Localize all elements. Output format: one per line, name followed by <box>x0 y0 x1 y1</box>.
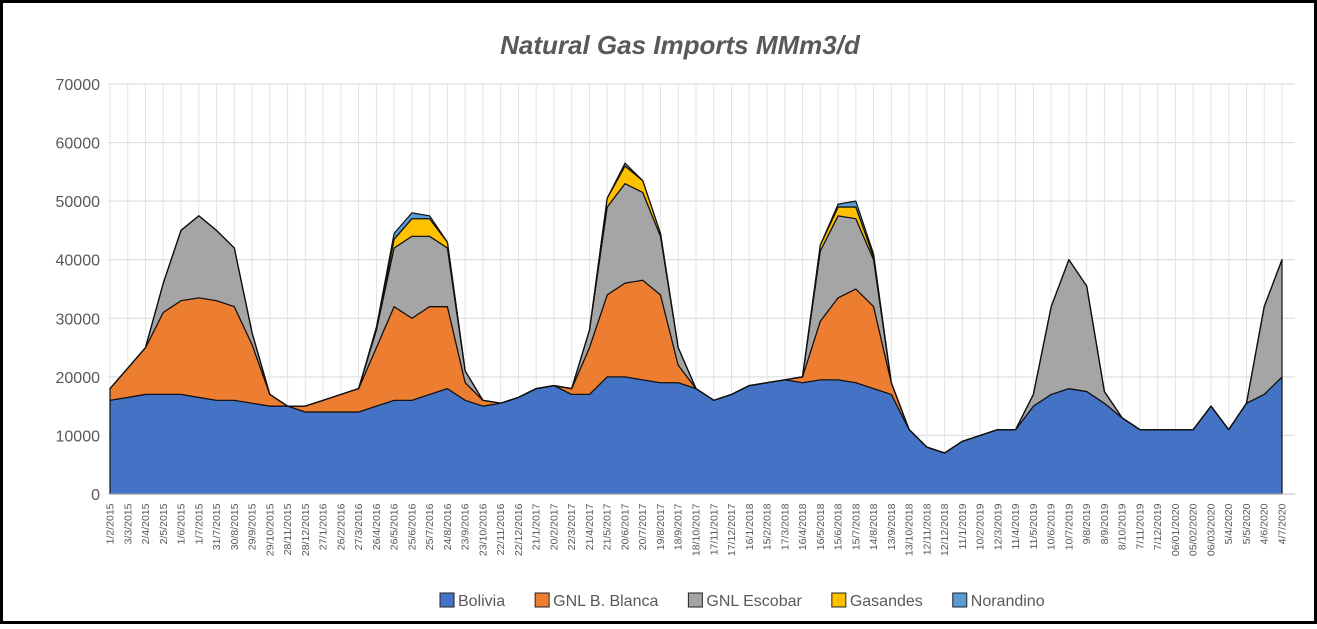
y-tick-label: 10000 <box>56 428 101 445</box>
x-tick-label: 10/6/2019 <box>1046 503 1058 550</box>
x-tick-label: 24/8/2016 <box>442 503 454 550</box>
legend-swatch <box>831 592 847 608</box>
x-tick-label: 30/8/2015 <box>229 503 241 550</box>
x-tick-label: 8/9/2019 <box>1099 503 1111 544</box>
x-tick-label: 29/10/2015 <box>264 503 276 556</box>
x-tick-label: 22/11/2016 <box>495 503 507 555</box>
x-tick-label: 1/2/2015 <box>105 503 117 544</box>
x-tick-label: 22/12/2016 <box>513 503 525 556</box>
x-tick-label: 8/10/2019 <box>1117 503 1129 550</box>
x-tick-label: 26/2/2016 <box>335 503 347 550</box>
x-tick-label: 22/3/2017 <box>566 503 578 550</box>
x-tick-label: 28/11/2015 <box>282 503 294 555</box>
x-tick-label: 5/4/2020 <box>1223 503 1235 544</box>
x-tick-label: 20/7/2017 <box>637 503 649 550</box>
x-tick-label: 31/7/2015 <box>211 503 223 550</box>
legend-label: GNL B. Blanca <box>553 593 658 610</box>
x-tick-label: 3/3/2015 <box>122 503 134 544</box>
x-tick-label: 12/12/2018 <box>939 503 951 556</box>
legend-swatch <box>952 592 968 608</box>
area <box>109 162 1283 454</box>
x-tick-label: 2/4/2015 <box>140 503 152 544</box>
x-tick-label: 15/6/2018 <box>833 503 845 550</box>
x-tick-label: 9/8/2019 <box>1081 503 1093 544</box>
y-tick-label: 30000 <box>56 311 101 328</box>
x-tick-label: 1/7/2015 <box>193 503 205 544</box>
y-tick-label: 50000 <box>56 194 101 211</box>
x-tick-label: 23/10/2016 <box>477 503 489 556</box>
x-tick-label: 27/3/2016 <box>353 503 365 550</box>
x-tick-label: 06/03/2020 <box>1205 503 1217 556</box>
x-tick-label: 1/6/2015 <box>176 503 188 544</box>
legend-swatch <box>534 592 550 608</box>
chart-title: Natural Gas Imports MMm3/d <box>500 30 861 60</box>
x-tick-label: 28/12/2015 <box>300 503 312 556</box>
x-tick-label: 12/11/2018 <box>921 503 933 555</box>
x-tick-label: 29/9/2015 <box>247 503 259 550</box>
legend-swatch <box>439 592 455 608</box>
x-tick-label: 26/5/2016 <box>389 503 401 550</box>
x-tick-label: 17/11/2017 <box>708 503 720 555</box>
x-tick-label: 13/9/2018 <box>886 503 898 550</box>
x-tick-label: 20/6/2017 <box>619 503 631 550</box>
x-tick-label: 17/12/2017 <box>726 503 738 556</box>
x-tick-label: 16/5/2018 <box>815 503 827 550</box>
y-tick-label: 40000 <box>56 253 101 270</box>
x-tick-label: 06/01/2020 <box>1170 503 1182 556</box>
x-tick-label: 14/8/2018 <box>868 503 880 550</box>
x-tick-label: 7/12/2019 <box>1152 503 1164 550</box>
x-tick-label: 16/1/2018 <box>744 503 756 550</box>
x-tick-label: 16/4/2018 <box>797 503 809 550</box>
x-tick-label: 18/9/2017 <box>673 503 685 550</box>
x-tick-label: 21/5/2017 <box>602 503 614 550</box>
x-tick-label: 5/5/2020 <box>1241 503 1253 544</box>
legend-label: Norandino <box>971 593 1045 610</box>
y-tick-label: 70000 <box>56 77 101 94</box>
x-tick-label: 23/9/2016 <box>460 503 472 550</box>
x-tick-label: 10/2/2019 <box>975 503 987 550</box>
x-tick-label: 25/6/2016 <box>406 503 418 550</box>
x-tick-label: 20/2/2017 <box>548 503 560 550</box>
x-tick-label: 12/3/2019 <box>992 503 1004 550</box>
x-tick-label: 19/8/2017 <box>655 503 667 550</box>
x-tick-label: 21/1/2017 <box>531 503 543 550</box>
legend-swatch <box>687 592 703 608</box>
x-tick-label: 21/4/2017 <box>584 503 596 550</box>
x-tick-label: 15/2/2018 <box>762 503 774 550</box>
x-tick-label: 26/4/2016 <box>371 503 383 550</box>
x-tick-label: 15/7/2018 <box>850 503 862 550</box>
x-tick-label: 2/5/2015 <box>158 503 170 544</box>
x-tick-label: 4/6/2020 <box>1259 503 1271 544</box>
x-tick-label: 7/11/2019 <box>1134 503 1146 549</box>
y-tick-label: 20000 <box>56 370 101 387</box>
x-tick-label: 25/7/2016 <box>424 503 436 550</box>
legend-label: Gasandes <box>850 593 923 610</box>
x-tick-label: 10/7/2019 <box>1063 503 1075 550</box>
x-tick-label: 13/10/2018 <box>904 503 916 556</box>
x-tick-label: 17/3/2018 <box>779 503 791 550</box>
legend-label: Bolivia <box>458 593 505 610</box>
legend-label: GNL Escobar <box>706 593 802 610</box>
x-tick-label: 11/4/2019 <box>1010 503 1022 549</box>
x-tick-label: 27/1/2016 <box>318 503 330 550</box>
y-tick-label: 60000 <box>56 136 101 153</box>
x-tick-label: 4/7/2020 <box>1277 503 1289 544</box>
x-tick-label: 18/10/2017 <box>691 503 703 556</box>
x-tick-label: 11/5/2019 <box>1028 503 1040 549</box>
x-tick-label: 11/1/2019 <box>957 503 969 549</box>
y-tick-label: 0 <box>91 487 100 504</box>
x-tick-label: 05/02/2020 <box>1188 503 1200 556</box>
